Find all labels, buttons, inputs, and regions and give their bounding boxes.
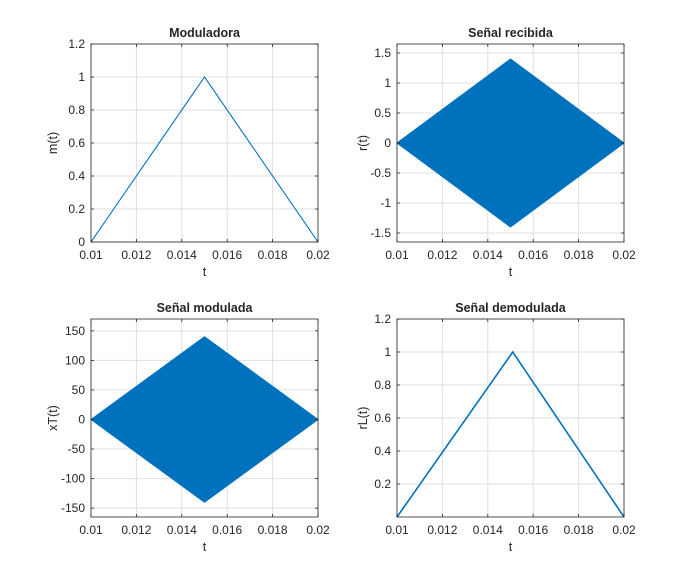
axes-box: [90, 318, 319, 518]
x-tick-label: 0.02: [306, 523, 330, 537]
y-tick-label: 0: [78, 412, 85, 426]
chart-title: Moduladora: [169, 26, 241, 40]
chart-panel-3: 0.01 0.012 0.014 0.016 0.018 0.02 -150 -100 -50 0…: [46, 301, 330, 554]
y-tick-label: 0: [78, 235, 85, 249]
y-tick-label: 0.5: [374, 106, 391, 120]
x-axis-label: t: [509, 540, 513, 554]
y-tick-label: 1: [384, 345, 391, 359]
x-tick-label: 0.02: [612, 523, 636, 537]
y-tick-label: 0.6: [68, 136, 85, 150]
chart-title: Señal modulada: [157, 301, 254, 315]
x-tick-label: 0.018: [258, 248, 288, 262]
x-tick-label: 0.014: [473, 523, 503, 537]
chart-title: Señal demodulada: [455, 301, 566, 315]
x-axis-label: t: [203, 540, 207, 554]
y-axis-label: m(t): [46, 132, 60, 154]
y-tick-label: 0.2: [374, 477, 391, 491]
y-tick-label: 0.2: [68, 202, 85, 216]
x-tick-label: 0.02: [306, 248, 330, 262]
x-tick-label: 0.012: [121, 523, 151, 537]
x-tick-label: 0.01: [79, 523, 103, 537]
x-tick-label: 0.016: [212, 523, 242, 537]
series-line: [396, 350, 625, 518]
y-tick-label: -150: [61, 501, 85, 515]
x-tick-label: 0.012: [427, 523, 457, 537]
x-tick-label: 0.012: [427, 248, 457, 262]
x-axis-label: t: [203, 265, 207, 279]
chart-title: Señal recibida: [468, 26, 554, 40]
y-tick-label: 0: [384, 136, 391, 150]
y-tick-label: 1: [384, 76, 391, 90]
y-tick-label: 0.4: [374, 444, 391, 458]
y-tick-label: 150: [65, 324, 85, 338]
y-tick-label: 0.8: [374, 378, 391, 392]
x-tick-label: 0.02: [612, 248, 636, 262]
y-axis-label: r(t): [356, 135, 370, 151]
y-tick-label: 0.4: [68, 169, 85, 183]
x-axis-label: t: [509, 265, 513, 279]
y-tick-label: 100: [65, 353, 85, 367]
y-tick-label: -50: [68, 442, 86, 456]
chart-panel-4: 0.01 0.012 0.014 0.016 0.018 0.02 0.2 0.4 0.6 0.8…: [356, 301, 636, 554]
chart-panel-1: 0.01 0.012 0.014 0.016 0.018 0.02 0 0.2 0.4 0.6 0.…: [46, 26, 330, 279]
x-tick-label: 0.014: [473, 248, 503, 262]
y-tick-label: 1.2: [374, 312, 391, 326]
x-tick-label: 0.018: [258, 523, 288, 537]
y-tick-label: 0.6: [374, 411, 391, 425]
x-tick-label: 0.014: [167, 523, 197, 537]
x-tick-label: 0.014: [167, 248, 197, 262]
x-tick-label: 0.016: [212, 248, 242, 262]
x-tick-label: 0.016: [518, 523, 548, 537]
y-tick-label: 1: [78, 70, 85, 84]
x-tick-label: 0.01: [385, 523, 409, 537]
x-tick-label: 0.018: [564, 248, 594, 262]
x-tick-label: 0.016: [518, 248, 548, 262]
y-tick-label: -1: [380, 196, 391, 210]
chart-panel-2: 0.01 0.012 0.014 0.016 0.018 0.02 -1.5 -1 -0.5 0 0…: [356, 26, 636, 279]
y-tick-label: -0.5: [370, 166, 391, 180]
y-tick-label: 1.5: [374, 46, 391, 60]
x-tick-label: 0.018: [564, 523, 594, 537]
y-tick-label: -1.5: [370, 226, 391, 240]
y-axis-label: rL(t): [356, 407, 370, 430]
y-axis-label: xT(t): [46, 405, 60, 431]
y-tick-label: -100: [61, 472, 85, 486]
series-line: [90, 76, 319, 243]
x-tick-label: 0.01: [385, 248, 409, 262]
y-tick-label: 0.8: [68, 103, 85, 117]
x-tick-label: 0.01: [79, 248, 103, 262]
y-tick-label: 1.2: [68, 37, 85, 51]
x-tick-label: 0.012: [121, 248, 151, 262]
y-tick-label: 50: [72, 383, 86, 397]
